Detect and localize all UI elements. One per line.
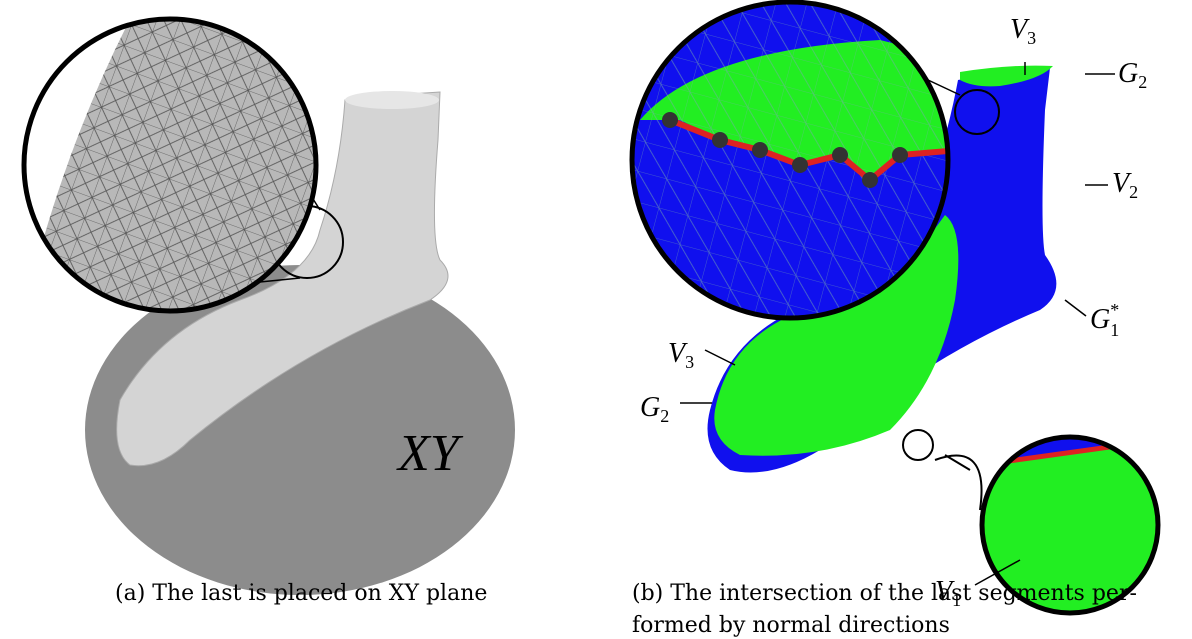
caption: (a) The last is placed on XY plane	[115, 581, 487, 606]
caption: formed by normal directions	[632, 613, 950, 638]
subscript: 2	[1129, 182, 1138, 202]
label-leader	[1064, 299, 1087, 317]
plane-label: XY	[396, 425, 464, 482]
segment-label: G* 1	[1090, 300, 1119, 340]
segment-label: V3	[1010, 14, 1036, 48]
symbol: V	[935, 576, 955, 607]
subscript: 1	[952, 590, 961, 610]
caption: (b) The intersection of the last segment…	[632, 581, 1137, 606]
symbol: G	[1090, 304, 1110, 335]
segment-label: V3	[668, 338, 694, 372]
subscript: 3	[685, 352, 694, 372]
symbol: G	[640, 392, 660, 423]
zoom-source	[954, 89, 1000, 135]
superscript: *	[1110, 300, 1119, 320]
zoom-circle	[979, 434, 1161, 616]
zoom-mesh	[24, 19, 316, 311]
symbol: V	[1010, 14, 1030, 45]
segment-label: G2	[640, 392, 669, 426]
subscript: 1	[1110, 320, 1119, 340]
zoom-circle	[21, 16, 319, 314]
segment-top	[960, 65, 1053, 87]
zoom-line	[259, 277, 301, 283]
segment-label: G2	[1118, 58, 1147, 92]
subscript: 2	[1138, 72, 1147, 92]
zoom-top	[632, 2, 948, 318]
zoom-arrow	[934, 454, 983, 511]
zoom-source	[902, 429, 934, 461]
subscript: 3	[1027, 28, 1036, 48]
symbol: G	[1118, 58, 1138, 89]
segment-label: V2	[1112, 168, 1138, 202]
zoom-circle	[629, 0, 951, 321]
last-model	[116, 91, 449, 467]
symbol: V	[1112, 168, 1132, 199]
label-leader	[974, 559, 1021, 586]
label-leader	[704, 349, 736, 366]
segment-label: V1	[935, 576, 961, 610]
symbol: V	[668, 338, 688, 369]
last-top	[345, 91, 439, 109]
subscript: 2	[660, 406, 669, 426]
